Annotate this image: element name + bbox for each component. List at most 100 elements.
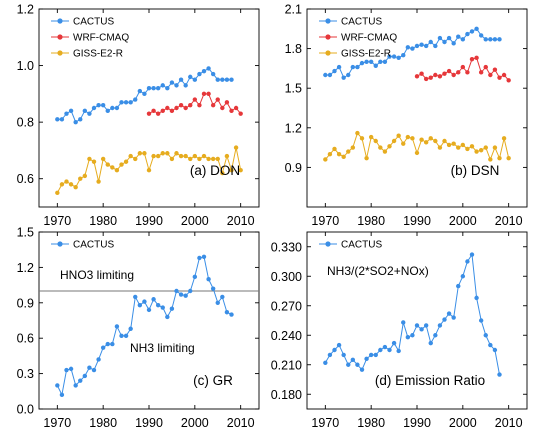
data-point-cactus (206, 277, 211, 282)
data-point-cactus (215, 77, 220, 82)
data-point-cactus (197, 255, 202, 261)
data-point-wrf-cmaq (210, 102, 216, 108)
data-point-giss-e2-r (506, 155, 511, 161)
legend-swatch-marker (325, 34, 331, 40)
data-point-cactus (78, 378, 83, 383)
data-point-giss-e2-r (414, 150, 420, 156)
x-tick-label: 1980 (89, 214, 117, 228)
data-point-cactus (82, 108, 88, 114)
data-point-giss-e2-r (382, 149, 388, 154)
data-point-cactus (142, 299, 147, 304)
data-point-giss-e2-r (174, 151, 179, 156)
data-point-cactus (442, 317, 447, 322)
data-point-giss-e2-r (396, 133, 401, 138)
data-point-giss-e2-r (64, 179, 69, 184)
data-point-cactus (368, 59, 374, 64)
x-tick-label: 1970 (311, 214, 339, 228)
data-point-giss-e2-r (105, 162, 110, 167)
data-point-wrf-cmaq (478, 70, 484, 75)
data-point-cactus (78, 117, 83, 122)
data-point-cactus (59, 117, 65, 122)
data-point-wrf-cmaq (465, 70, 470, 75)
data-point-cactus (396, 55, 401, 61)
data-point-wrf-cmaq (501, 72, 507, 78)
x-tick-label: 1990 (403, 416, 431, 430)
data-point-cactus (151, 86, 156, 91)
data-point-giss-e2-r (469, 144, 475, 149)
data-point-cactus (396, 348, 401, 354)
data-point-cactus (128, 100, 133, 105)
data-point-cactus (59, 392, 65, 398)
annotation: HNO3 limiting (60, 268, 134, 282)
data-point-wrf-cmaq (178, 102, 184, 108)
data-point-giss-e2-r (165, 151, 170, 156)
panel-label: (c) GR (193, 373, 233, 388)
data-point-giss-e2-r (336, 152, 342, 157)
data-point-giss-e2-r (197, 156, 202, 162)
data-point-giss-e2-r (142, 151, 147, 156)
data-point-giss-e2-r (123, 159, 129, 164)
x-tick-label: 2010 (495, 416, 523, 430)
data-point-giss-e2-r (55, 190, 60, 196)
data-point-cactus (355, 64, 360, 70)
x-tick-label: 2010 (495, 214, 523, 228)
data-point-cactus (197, 71, 202, 77)
data-point-giss-e2-r (391, 138, 397, 144)
data-point-giss-e2-r (355, 130, 360, 136)
data-point-cactus (488, 342, 493, 348)
data-point-cactus (419, 327, 424, 332)
data-point-cactus (188, 288, 193, 294)
y-tick-label: 1.5 (17, 226, 34, 240)
data-point-giss-e2-r (387, 144, 392, 149)
data-point-cactus (165, 86, 170, 91)
x-tick-label: 1980 (357, 416, 385, 430)
y-tick-label: 0.270 (271, 299, 302, 313)
legend: CACTUS WRF-CMAQ GISS-E2-R (51, 17, 129, 60)
series-cactus (323, 26, 502, 80)
data-point-cactus (220, 77, 225, 82)
data-point-wrf-cmaq (224, 100, 230, 105)
data-point-giss-e2-r (437, 145, 443, 150)
data-point-giss-e2-r (210, 156, 216, 162)
data-point-giss-e2-r (206, 156, 211, 162)
data-point-cactus (364, 356, 369, 362)
data-point-cactus (142, 91, 147, 97)
data-point-wrf-cmaq (433, 72, 438, 78)
data-point-cactus (105, 341, 110, 347)
data-point-cactus (128, 326, 133, 331)
data-point-wrf-cmaq (151, 108, 156, 114)
data-point-giss-e2-r (350, 145, 356, 150)
legend-label: WRF-CMAQ (73, 33, 129, 44)
data-point-cactus (437, 35, 443, 41)
data-point-wrf-cmaq (197, 102, 202, 108)
y-tick-label: 0.240 (271, 329, 302, 343)
data-point-wrf-cmaq (206, 91, 211, 97)
data-point-giss-e2-r (201, 153, 207, 159)
data-point-giss-e2-r (483, 145, 488, 150)
data-point-cactus (341, 352, 346, 358)
y-tick-label: 2.1 (285, 3, 302, 17)
data-point-giss-e2-r (146, 168, 152, 173)
data-point-giss-e2-r (497, 155, 502, 161)
data-point-giss-e2-r (492, 145, 498, 150)
data-point-cactus (323, 360, 328, 365)
data-point-giss-e2-r (401, 141, 406, 146)
data-point-wrf-cmaq (442, 71, 447, 76)
data-point-giss-e2-r (368, 134, 374, 140)
data-point-cactus (146, 307, 152, 313)
data-point-giss-e2-r (128, 153, 133, 159)
data-point-cactus (151, 297, 156, 302)
data-point-cactus (359, 60, 365, 66)
data-point-cactus (391, 54, 397, 59)
data-point-cactus (68, 108, 74, 114)
data-point-giss-e2-r (446, 142, 452, 148)
data-point-cactus (165, 314, 170, 320)
data-point-cactus (137, 302, 143, 308)
y-tick-label: 0.210 (271, 358, 302, 372)
legend-label: CACTUS (341, 17, 382, 28)
series-giss-e2-r (55, 145, 243, 196)
panel-a-don: 0.6 0.8 1.0 1.2 1970 1980 1990 2000 2010 CACTUS WR… (17, 3, 260, 228)
data-point-cactus (336, 64, 342, 70)
y-tick-label: 0.6 (17, 172, 34, 186)
data-point-giss-e2-r (160, 151, 165, 156)
